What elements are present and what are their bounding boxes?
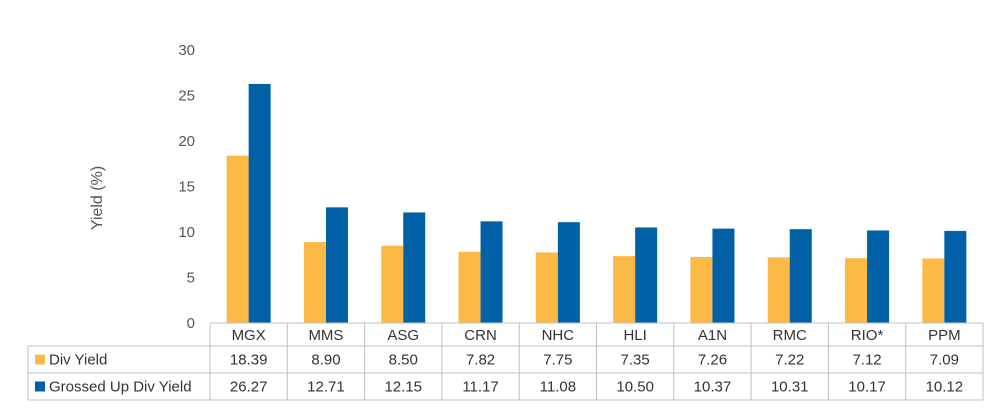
legend-swatch bbox=[35, 354, 45, 365]
bar-div-yield bbox=[226, 155, 249, 323]
data-label: 10.37 bbox=[694, 379, 732, 396]
data-label: 7.75 bbox=[543, 352, 572, 369]
bar-div-yield bbox=[535, 252, 558, 323]
data-label: 8.50 bbox=[389, 352, 418, 369]
data-label: 8.90 bbox=[311, 352, 340, 369]
data-label: 7.35 bbox=[621, 352, 650, 369]
data-table: MGX MMS ASG CRN NHC HLI A1N RMC RIO* PPM Div Yield… bbox=[27, 322, 984, 401]
x-tick-label: MGX bbox=[232, 327, 266, 344]
x-tick-label: MMS bbox=[308, 327, 343, 344]
bar-div-yield bbox=[922, 258, 945, 323]
x-tick-label: HLI bbox=[623, 327, 646, 344]
y-tick-label: 25 bbox=[178, 88, 195, 105]
x-tick-label: RMC bbox=[773, 327, 807, 344]
data-label: 12.15 bbox=[384, 379, 422, 396]
x-tick-label: RIO* bbox=[851, 327, 884, 344]
y-axis-ticks: 0 5 10 15 20 25 30 bbox=[178, 42, 195, 332]
data-label: 10.12 bbox=[926, 379, 964, 396]
data-label: 26.27 bbox=[230, 379, 268, 396]
x-tick-label: A1N bbox=[698, 327, 727, 344]
data-label: 7.26 bbox=[698, 352, 727, 369]
data-label: 10.31 bbox=[771, 379, 809, 396]
bar-grossed-up-div-yield bbox=[944, 230, 967, 323]
x-tick-label: ASG bbox=[387, 327, 419, 344]
bar-div-yield bbox=[613, 256, 636, 323]
x-tick-label: PPM bbox=[928, 327, 961, 344]
data-label: 18.39 bbox=[230, 352, 268, 369]
legend-entry: Div Yield bbox=[49, 352, 107, 369]
bar-grossed-up-div-yield bbox=[867, 230, 890, 323]
bar-div-yield bbox=[845, 258, 868, 323]
bar-div-yield bbox=[767, 257, 790, 323]
bar-div-yield bbox=[381, 245, 404, 323]
bar-grossed-up-div-yield bbox=[480, 221, 503, 323]
data-label: 11.08 bbox=[540, 379, 576, 396]
data-label: 10.50 bbox=[616, 379, 654, 396]
bar-grossed-up-div-yield bbox=[789, 229, 812, 323]
bar-div-yield bbox=[303, 242, 326, 323]
legend-entry: Grossed Up Div Yield bbox=[49, 379, 192, 396]
data-label: 7.82 bbox=[466, 352, 495, 369]
x-tick-label: NHC bbox=[542, 327, 575, 344]
x-tick-label: CRN bbox=[464, 327, 497, 344]
bar-div-yield bbox=[458, 251, 481, 323]
y-tick-label: 15 bbox=[178, 179, 195, 196]
y-tick-label: 10 bbox=[178, 224, 195, 241]
bars bbox=[226, 83, 967, 324]
bar-grossed-up-div-yield bbox=[635, 227, 658, 323]
y-tick-label: 5 bbox=[187, 270, 195, 287]
data-label: 10.17 bbox=[848, 379, 886, 396]
y-tick-label: 30 bbox=[178, 42, 195, 59]
data-label: 12.71 bbox=[307, 379, 345, 396]
data-label: 7.09 bbox=[930, 352, 959, 369]
data-label: 7.22 bbox=[775, 352, 804, 369]
data-label: 7.12 bbox=[852, 352, 881, 369]
bar-grossed-up-div-yield bbox=[403, 212, 426, 323]
legend-swatch bbox=[35, 381, 45, 392]
data-label: 11.17 bbox=[462, 379, 498, 396]
bar-grossed-up-div-yield bbox=[325, 207, 348, 323]
bar-grossed-up-div-yield bbox=[557, 222, 580, 323]
y-axis-title: Yield (%) bbox=[89, 166, 106, 230]
bar-grossed-up-div-yield bbox=[248, 83, 271, 324]
bar-grossed-up-div-yield bbox=[712, 228, 735, 323]
y-tick-label: 20 bbox=[178, 133, 195, 150]
bar-div-yield bbox=[690, 256, 713, 323]
y-tick-label: 0 bbox=[187, 315, 195, 332]
